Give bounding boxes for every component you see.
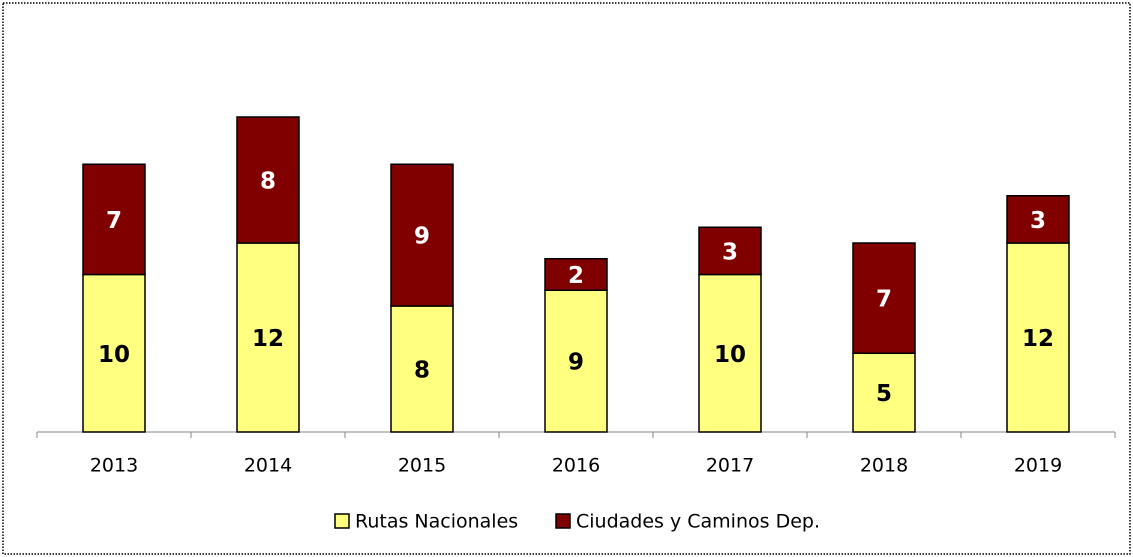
data-label: 7	[106, 208, 122, 234]
bar-segment	[390, 305, 454, 433]
x-tick-label: 2018	[860, 455, 908, 477]
legend-label: Ciudades y Caminos Dep.	[576, 511, 820, 533]
data-label: 9	[568, 350, 584, 376]
data-label: 12	[1022, 326, 1054, 352]
bar-segment	[698, 273, 762, 433]
data-label: 8	[260, 169, 276, 195]
data-label: 7	[876, 287, 892, 313]
x-tick-label: 2017	[706, 455, 754, 477]
bar-segment	[544, 258, 608, 291]
bar-segment	[236, 242, 300, 433]
legend-swatch	[555, 513, 571, 529]
legend-label: Rutas Nacionales	[355, 511, 518, 533]
data-label: 12	[252, 326, 284, 352]
data-label: 10	[714, 342, 746, 368]
x-tick-label: 2015	[398, 455, 446, 477]
x-tick-label: 2014	[244, 455, 292, 477]
x-tick-label: 2013	[90, 455, 138, 477]
bar-segment	[82, 163, 146, 276]
bar-segment	[1006, 242, 1070, 433]
x-tick-label: 2016	[552, 455, 600, 477]
legend-swatch	[334, 513, 350, 529]
bar-segment	[544, 289, 608, 433]
data-label: 5	[876, 381, 892, 407]
data-label: 3	[722, 239, 738, 265]
data-label: 3	[1030, 208, 1046, 234]
bar-segment	[390, 163, 454, 307]
data-label: 10	[98, 342, 130, 368]
x-tick-label: 2019	[1014, 455, 1062, 477]
data-label: 8	[414, 358, 430, 384]
bar-segment	[1006, 195, 1070, 244]
bar-segment	[236, 116, 300, 244]
data-label: 9	[414, 224, 430, 250]
data-label: 2	[568, 263, 584, 289]
bar-segment	[852, 242, 916, 354]
bar-segment	[852, 352, 916, 433]
bar-segment	[698, 226, 762, 276]
